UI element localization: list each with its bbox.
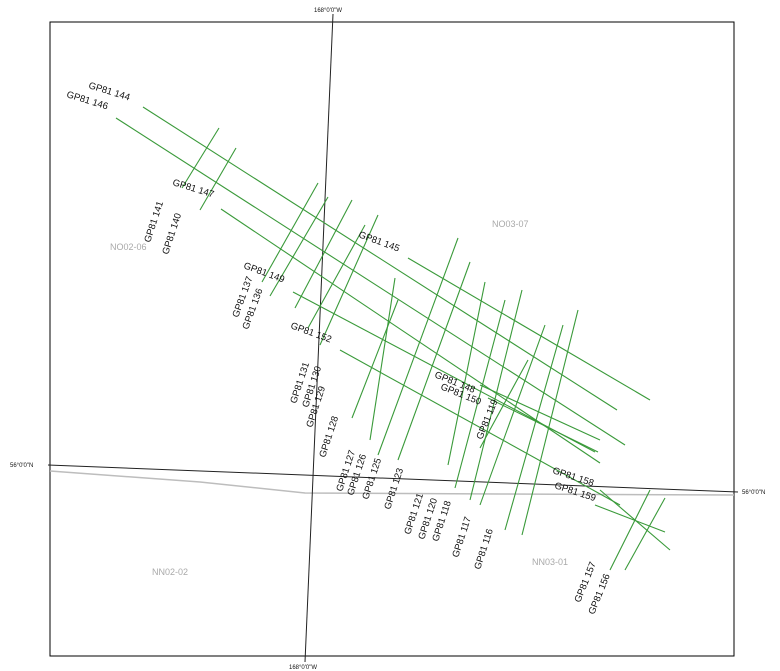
- trackline: [115, 117, 626, 446]
- trackline: [294, 199, 353, 309]
- trackline-label: GP81 117: [450, 516, 473, 559]
- map-frame: [49, 21, 735, 657]
- trackline: [181, 127, 220, 189]
- parallel-right-label: 56°0'0"N: [742, 490, 765, 496]
- trackline-label: GP81 128: [317, 415, 341, 459]
- trackline-label: GP81 147: [171, 177, 215, 200]
- block-label-no03-07: NO03-07: [492, 219, 529, 229]
- meridian-top-label: 168°0'0"W: [314, 8, 342, 14]
- trackline-label: GP81 141: [142, 200, 166, 244]
- trackline: [479, 384, 601, 441]
- parallel-56n: [47, 464, 739, 493]
- trackline: [339, 349, 621, 506]
- meridian-168w: [304, 13, 334, 663]
- trackline-label: GP81 152: [289, 320, 333, 345]
- trackline-label: GP81 116: [472, 528, 495, 571]
- trackline: [521, 309, 579, 536]
- trackline: [479, 359, 529, 449]
- trackline: [377, 237, 459, 456]
- trackline: [624, 497, 666, 571]
- trackline: [594, 504, 666, 533]
- trackline: [609, 489, 651, 571]
- trackline: [469, 289, 523, 501]
- trackline: [504, 324, 564, 531]
- trackline: [397, 261, 471, 461]
- trackline-layer: [115, 106, 671, 571]
- trackline: [199, 147, 237, 211]
- trackline: [319, 214, 379, 346]
- trackline-label: GP81 145: [357, 229, 401, 254]
- trackline-label: GP81 123: [382, 467, 406, 511]
- meridian-bottom-label: 168°0'0"W: [289, 665, 317, 671]
- trackline: [142, 106, 618, 411]
- block-label-no02-06: NO02-06: [110, 242, 147, 252]
- trackline: [407, 257, 651, 401]
- trackline: [479, 324, 546, 506]
- trackline: [261, 182, 319, 283]
- trackline: [351, 299, 399, 419]
- trackline: [269, 196, 329, 297]
- block-label-nn03-01: NN03-01: [532, 557, 568, 567]
- trackline: [369, 277, 396, 441]
- trackline: [487, 397, 599, 453]
- parallel-left-label: 56°0'0"N: [10, 463, 33, 469]
- trackline: [307, 224, 366, 329]
- coast-line: [49, 470, 735, 496]
- trackline: [454, 299, 506, 489]
- block-label-nn02-02: NN02-02: [152, 567, 188, 577]
- trackline-label: GP81 140: [160, 212, 184, 256]
- trackline: [447, 281, 486, 466]
